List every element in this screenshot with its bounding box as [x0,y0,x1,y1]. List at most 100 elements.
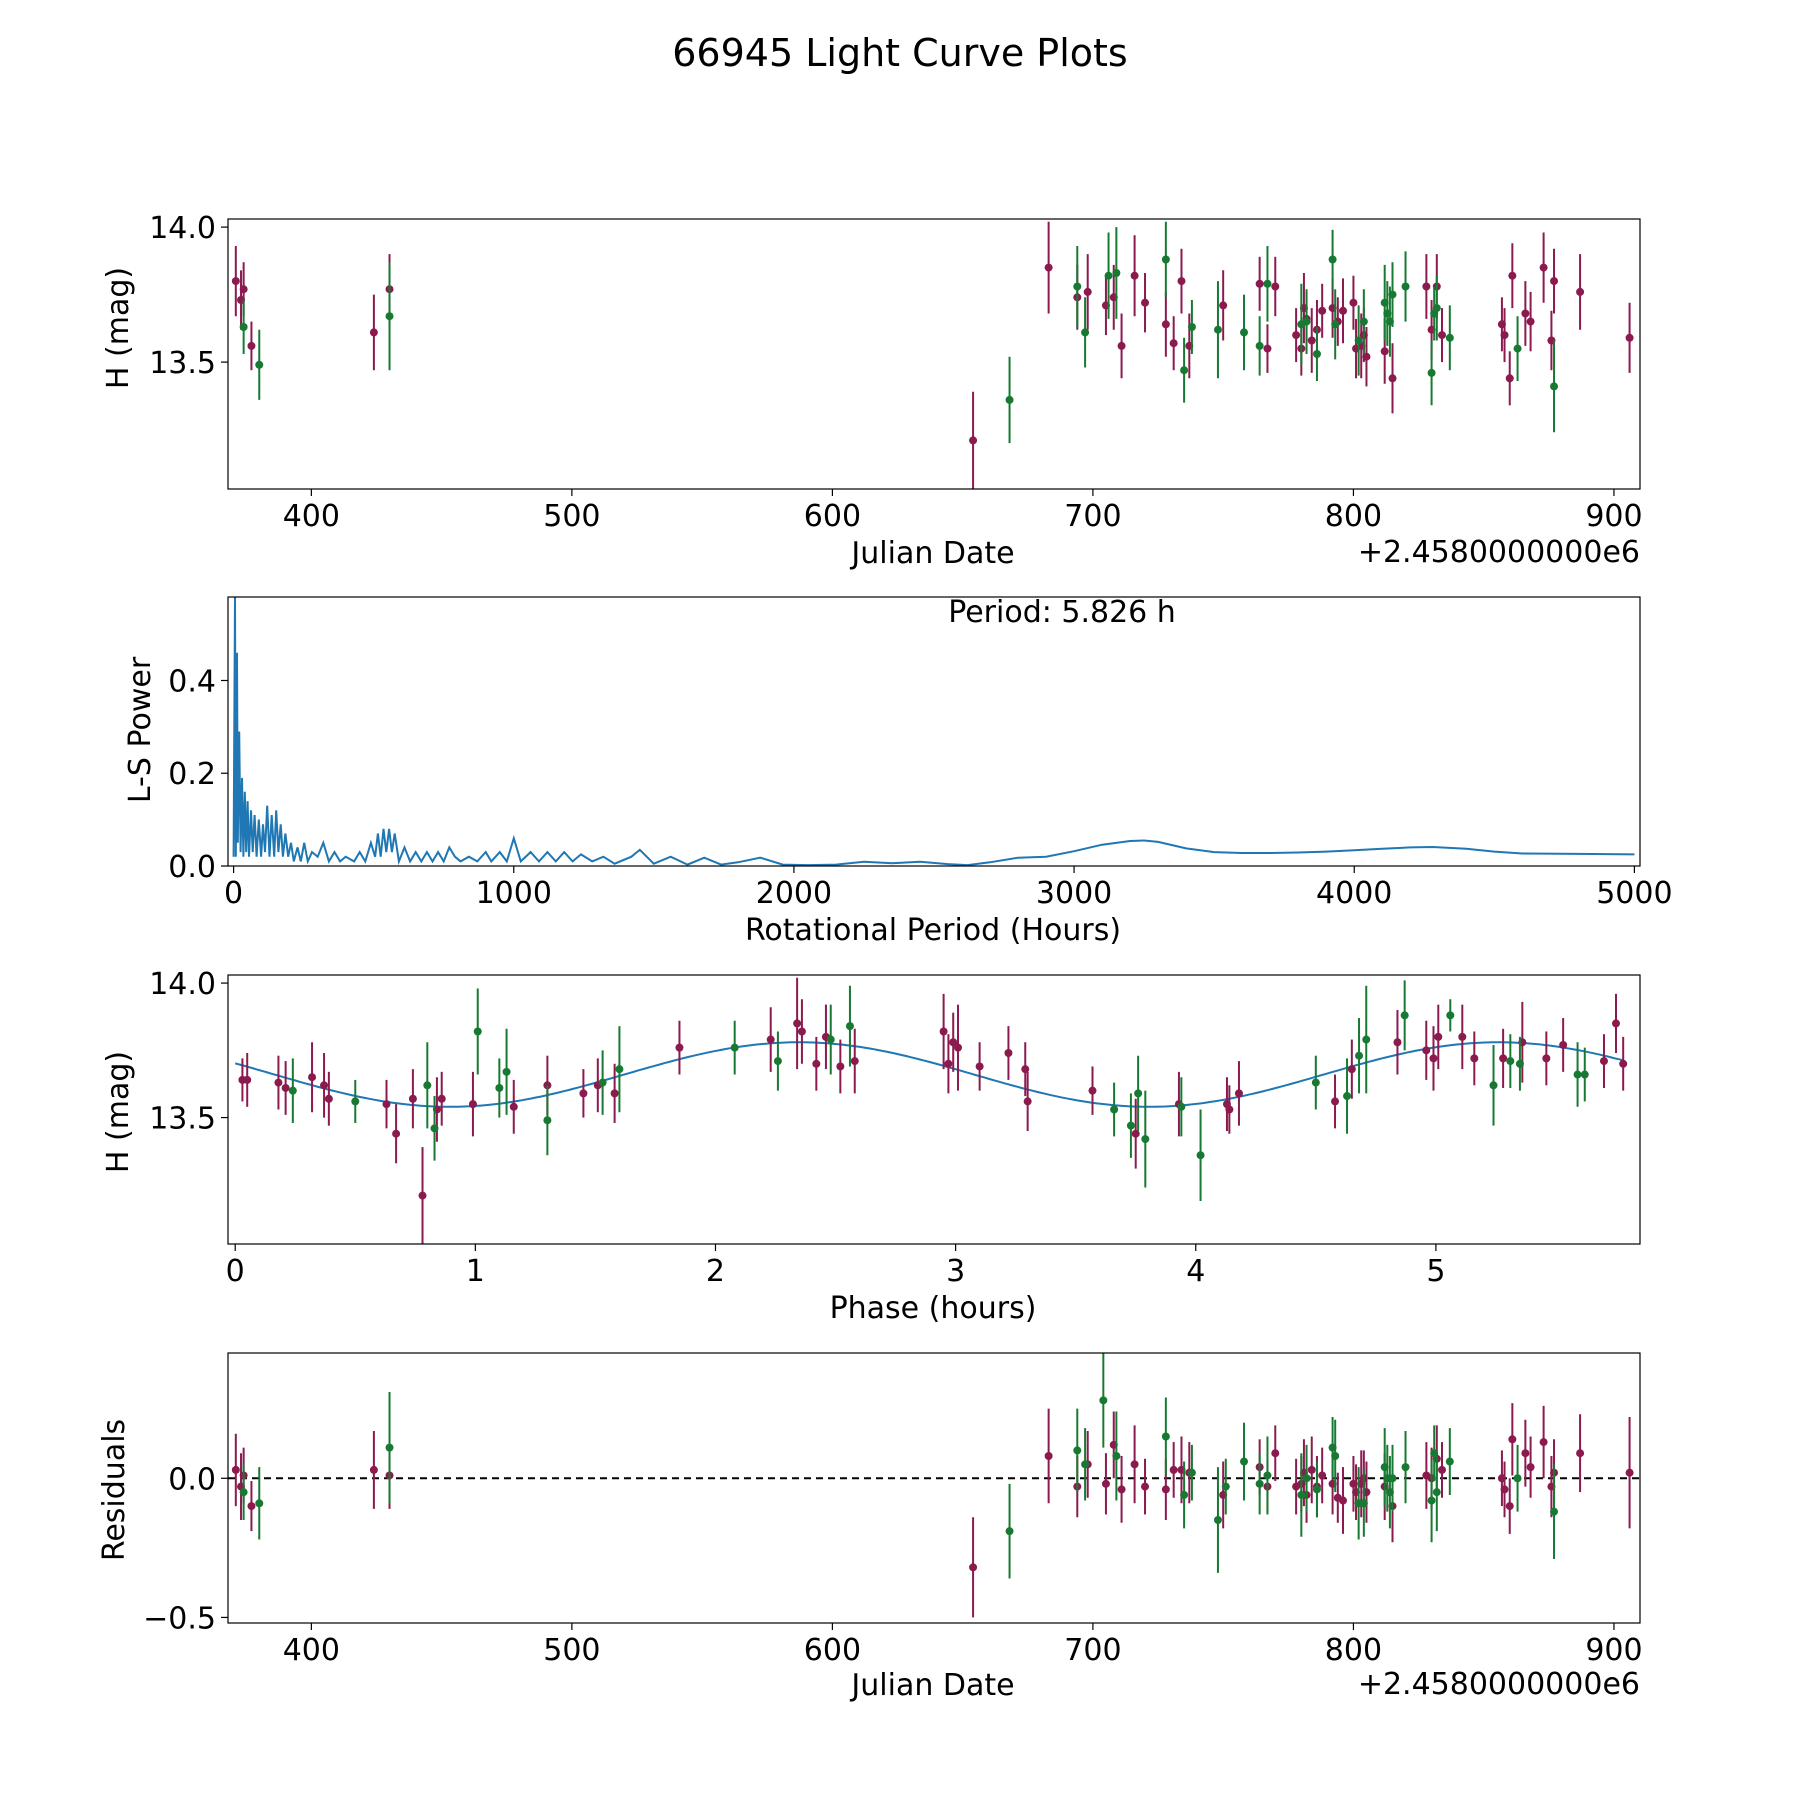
lightcurve-offset-label: +2.4580000000e6 [1358,535,1640,570]
phase-g-point [473,1027,482,1036]
lc-r-point [1339,306,1348,315]
resid-r-point [1318,1471,1327,1480]
phase-plot-area [234,977,1628,1244]
phase-r-point [954,1043,963,1052]
phase-ytick-label: 13.5 [149,1102,216,1137]
lc-r-point [231,277,240,286]
lc-g-point [1312,350,1321,358]
resid-g-point [1161,1432,1170,1441]
resid-g-point [1427,1496,1436,1505]
lc-g-point [1427,368,1436,377]
resid-xtick-label: 500 [543,1633,600,1668]
resid-r-point [1438,1465,1447,1474]
lc-g-point [1104,271,1113,280]
resid-g-point [1302,1474,1311,1483]
phase-r-point [1422,1046,1431,1055]
phase-g-point [1126,1121,1135,1130]
phase-g-point [598,1078,607,1087]
lc-g-point [1213,325,1222,334]
periodogram-panel: L-S Power Rotational Period (Hours) Peri… [123,595,1176,948]
resid-g-point [1240,1457,1249,1466]
lc-r-point [1130,271,1139,280]
lc-plot: 400 500 600 700 800 900 13.5 14.0 [149,211,1642,534]
resid-r-point [231,1465,240,1474]
resid-plot: 400 500 600 700 800 900 −0.5 0.0 [143,1352,1643,1668]
phase-r-point [797,1027,806,1036]
phase-r-point [1611,1019,1620,1028]
resid-xtick-label: 400 [283,1633,340,1668]
lc-r-point [1292,331,1301,340]
ls-plot: 0 1000 2000 3000 4000 5000 0.0 0.2 0.4 [168,596,1673,911]
ls-ytick-label: 0.4 [168,664,216,699]
lightcurve-xlabel: Julian Date [849,536,1014,571]
phase-xtick-label: 1 [466,1254,485,1289]
lc-xtick-label: 900 [1585,499,1642,534]
phase-g-point [1110,1105,1119,1114]
lightcurve-ylabel: H (mag) [101,267,136,389]
figure-title: 66945 Light Curve Plots [672,31,1127,75]
phase-xtick-label: 2 [706,1254,725,1289]
phase-r-point [382,1100,391,1109]
resid-r-point [1307,1465,1316,1474]
lc-g-point [1073,282,1082,291]
resid-r-point [1117,1485,1126,1494]
phase-g-point [1311,1078,1320,1087]
phase-r-point [1470,1054,1479,1063]
phase-r-point [579,1089,588,1098]
phase-g-point [1362,1035,1371,1044]
phase-r-point [308,1073,317,1082]
phase-g-point [1580,1070,1589,1079]
resid-axes-frame [227,1352,1641,1624]
lc-r-point [969,436,978,445]
phase-r-point [949,1038,958,1047]
lc-g-point [1513,344,1522,353]
resid-r-point [1141,1482,1150,1491]
lc-r-point [1508,271,1517,280]
phase-r-point [610,1089,619,1098]
resid-g-point [1221,1482,1230,1491]
phase-g-point [1343,1092,1352,1101]
lc-r-point [1349,298,1358,307]
phase-r-point [850,1057,859,1066]
resid-g-point [1099,1396,1108,1405]
resid-r-point [1500,1485,1509,1494]
lc-g-point [1328,255,1337,264]
resid-g-point [1513,1474,1522,1483]
residuals-offset-label: +2.4580000000e6 [1358,1667,1640,1702]
lc-r-point [1117,341,1126,350]
phase-r-point [944,1059,953,1068]
phase-r-point [274,1078,283,1087]
resid-ytick-label: 0.0 [168,1462,216,1497]
resid-r-point [247,1502,256,1511]
phase-panel: H (mag) Phase (hours) [101,1051,1036,1326]
resid-g-point [1112,1451,1121,1460]
lc-r-point [1169,339,1178,348]
lc-r-point [1505,374,1514,383]
lc-xtick-label: 800 [1325,499,1382,534]
lc-r-point [1263,344,1272,353]
resid-r-point [1169,1465,1178,1474]
resid-r-point [969,1563,978,1572]
lc-g-point [1263,279,1272,288]
resid-plot-area [228,1353,1640,1618]
lc-g-point [1081,328,1090,337]
phase-r-point [1234,1089,1243,1098]
phase-g-point [773,1057,782,1066]
lc-r-point [1380,347,1389,356]
phase-r-point [1393,1038,1402,1047]
resid-r-point [1508,1435,1517,1444]
resid-r-point [1161,1485,1170,1494]
phase-r-point [836,1062,845,1071]
lc-ytick-label: 13.5 [149,346,216,381]
resid-g-point [1187,1468,1196,1477]
periodogram-line [232,597,1635,866]
phase-g-point [543,1116,552,1125]
resid-xtick-label: 700 [1064,1633,1121,1668]
resid-g-point [1005,1527,1014,1536]
lc-g-point [1302,317,1311,326]
lc-xtick-label: 600 [804,499,861,534]
resid-g-point [1297,1490,1306,1499]
lc-xtick-label: 700 [1064,499,1121,534]
lc-r-point [1500,331,1509,340]
